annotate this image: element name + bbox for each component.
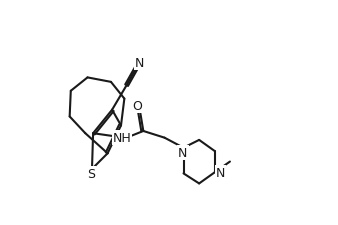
Text: NH: NH: [113, 132, 131, 144]
Text: N: N: [216, 166, 225, 179]
Text: N: N: [178, 146, 188, 160]
Text: O: O: [132, 100, 142, 113]
Text: S: S: [87, 168, 95, 180]
Text: N: N: [135, 57, 144, 70]
